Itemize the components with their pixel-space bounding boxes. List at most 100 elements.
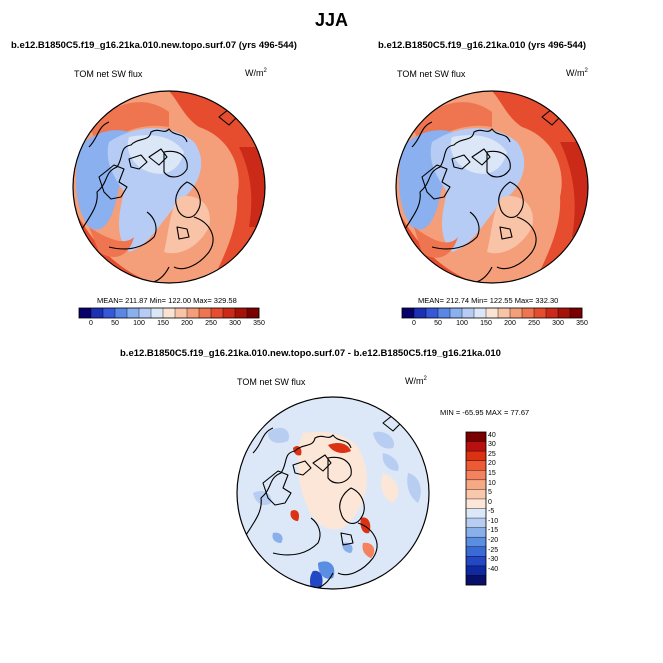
colorbar-swatch	[466, 432, 486, 442]
colorbar-tick-label: -15	[488, 527, 499, 535]
colorbar-tick-label: 5	[488, 489, 492, 497]
colorbar-tick-label: 50	[434, 320, 442, 327]
colorbar-swatch	[187, 308, 200, 318]
colorbar-swatch	[175, 308, 188, 318]
panel-1-stats: MEAN= 211.87 Min= 122.00 Max= 329.58	[97, 296, 237, 305]
panel-1-colorbar	[78, 307, 260, 319]
colorbar-swatch	[466, 527, 486, 538]
colorbar-swatch	[466, 479, 486, 490]
panel-2-stats: MEAN= 212.74 Min= 122.55 Max= 332.30	[418, 296, 559, 305]
panel-2-polar-map	[395, 90, 589, 284]
colorbar-swatch	[466, 565, 486, 576]
panel-3-colorbar	[465, 431, 487, 586]
panel-1-polar-map	[72, 90, 266, 284]
colorbar-tick-label: 0	[89, 320, 93, 327]
colorbar-tick-label: 100	[133, 320, 145, 327]
colorbar-swatch	[402, 308, 415, 318]
colorbar-swatch	[474, 308, 487, 318]
colorbar-tick-label: 300	[229, 320, 241, 327]
panel-3-colorbar-ticks: 40 30 25 20 15 10 5 0 -5 -10 -15 -20 -25…	[488, 432, 518, 585]
colorbar-tick-label: 10	[488, 479, 496, 487]
colorbar-tick-label: 40	[488, 431, 496, 439]
colorbar-swatch	[91, 308, 104, 318]
colorbar-tick-label: 0	[412, 320, 416, 327]
panel-1-variable-label: TOM net SW flux	[74, 69, 143, 79]
colorbar-tick-label: 200	[504, 320, 516, 327]
colorbar-swatch	[438, 308, 451, 318]
colorbar-tick-label: 350	[576, 320, 588, 327]
colorbar-swatch	[414, 308, 427, 318]
colorbar-swatch	[522, 308, 535, 318]
colorbar-swatch	[163, 308, 176, 318]
colorbar-swatch	[466, 556, 486, 567]
colorbar-swatch	[466, 518, 486, 528]
colorbar-border	[401, 307, 583, 319]
colorbar-swatch	[199, 308, 212, 318]
colorbar-swatch	[79, 308, 92, 318]
colorbar-swatch	[466, 508, 486, 519]
colorbar-swatch	[139, 308, 152, 318]
colorbar-swatch	[466, 460, 486, 471]
panel-1-units: W/m2	[245, 68, 267, 78]
colorbar-tick-label: 250	[205, 320, 217, 327]
colorbar-swatch	[211, 308, 224, 318]
panel-2-units: W/m2	[566, 68, 588, 78]
panel-2-case-title: b.e12.B1850C5.f19_g16.21ka.010 (yrs 496-…	[378, 40, 587, 51]
panel-3-units: W/m2	[405, 376, 427, 386]
colorbar-swatch	[466, 546, 486, 557]
colorbar-swatch	[127, 308, 140, 318]
panel-3-stats: MIN = -65.95 MAX = 77.67	[440, 408, 530, 417]
colorbar-tick-label: -20	[488, 536, 499, 544]
colorbar-swatch	[498, 308, 511, 318]
panel-2-colorbar	[401, 307, 583, 319]
colorbar-tick-label: 0	[488, 498, 492, 506]
colorbar-swatch	[486, 308, 499, 318]
colorbar-tick-label: -40	[488, 565, 499, 573]
panel-2-variable-label: TOM net SW flux	[397, 69, 466, 79]
colorbar-tick-label: 300	[552, 320, 564, 327]
colorbar-swatch	[450, 308, 463, 318]
colorbar-swatch	[466, 441, 486, 452]
colorbar-tick-label: 100	[456, 320, 468, 327]
colorbar-swatch	[466, 470, 486, 481]
colorbar-tick-label: 50	[111, 320, 119, 327]
colorbar-swatch	[235, 308, 248, 318]
colorbar-tick-label: 25	[488, 450, 496, 458]
colorbar-tick-label: -10	[488, 517, 499, 525]
colorbar-swatch	[466, 498, 486, 509]
colorbar-tick-label: 200	[181, 320, 193, 327]
panel-3-variable-label: TOM net SW flux	[237, 377, 306, 387]
colorbar-tick-label: 30	[488, 441, 496, 449]
colorbar-tick-label: -30	[488, 556, 499, 564]
colorbar-swatch	[510, 308, 523, 318]
colorbar-swatch	[103, 308, 116, 318]
colorbar-swatch	[466, 575, 486, 586]
colorbar-tick-label: 150	[157, 320, 169, 327]
panel-1-colorbar-ticks: 0 50 100 150 200 250 300 350	[79, 320, 265, 330]
colorbar-swatch	[115, 308, 128, 318]
colorbar-swatch	[247, 308, 260, 318]
colorbar-tick-label: -5	[488, 508, 495, 516]
panel-1-case-title: b.e12.B1850C5.f19_g16.21ka.010.new.topo.…	[11, 40, 297, 51]
colorbar-swatch	[151, 308, 164, 318]
colorbar-swatch	[223, 308, 236, 318]
colorbar-swatch	[534, 308, 547, 318]
colorbar-tick-label: 15	[488, 470, 496, 478]
colorbar-swatch	[466, 537, 486, 548]
colorbar-tick-label: 150	[480, 320, 492, 327]
colorbar-swatch	[426, 308, 439, 318]
colorbar-tick-label: -25	[488, 546, 499, 554]
colorbar-tick-label: 20	[488, 460, 496, 468]
colorbar-swatch	[546, 308, 559, 318]
panel-3-polar-map	[236, 396, 430, 590]
figure-title: JJA	[314, 10, 349, 30]
colorbar-swatch	[466, 451, 486, 461]
colorbar-tick-label: 250	[528, 320, 540, 327]
colorbar-border	[78, 307, 260, 319]
panel-3-case-title: b.e12.B1850C5.f19_g16.21ka.010.new.topo.…	[120, 348, 501, 359]
colorbar-swatch	[462, 308, 475, 318]
colorbar-swatch	[570, 308, 583, 318]
panel-2-colorbar-ticks: 0 50 100 150 200 250 300 350	[402, 320, 588, 330]
colorbar-tick-label: 350	[253, 320, 265, 327]
colorbar-swatch	[558, 308, 571, 318]
